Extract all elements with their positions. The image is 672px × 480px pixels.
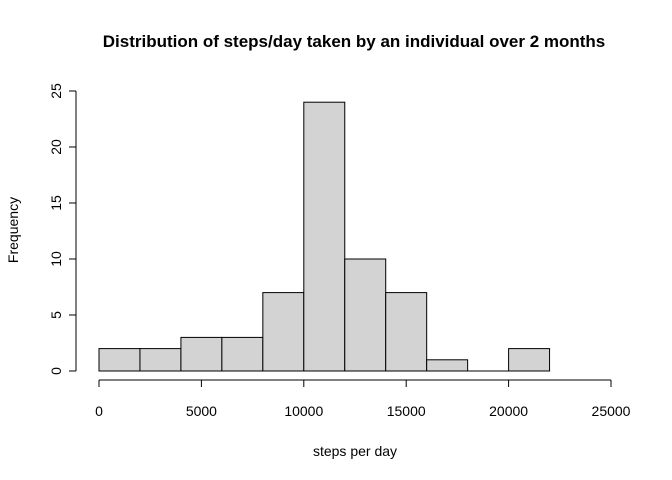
histogram-bar [426, 359, 469, 372]
histogram-bar [98, 348, 141, 372]
histogram-bar [262, 292, 305, 372]
x-tick-label: 15000 [387, 403, 426, 419]
x-axis: 0 5000 10000 15000 20000 25000 [95, 379, 631, 419]
x-tick-label: 10000 [284, 403, 323, 419]
y-tick-label: 0 [48, 367, 64, 375]
y-axis: 0 5 10 15 20 25 [48, 83, 77, 375]
y-tick-label: 5 [48, 311, 64, 319]
y-tick-label: 15 [48, 195, 64, 211]
x-axis-label: steps per day [313, 443, 397, 459]
x-tick-label: 25000 [592, 403, 631, 419]
histogram-bar [385, 292, 428, 372]
y-axis-label: Frequency [5, 197, 21, 263]
histogram-bar [508, 348, 551, 372]
bars-group [98, 101, 551, 372]
histogram-bar [221, 336, 264, 372]
y-tick-label: 25 [48, 83, 64, 99]
histogram-bar [344, 258, 387, 372]
y-tick-label: 10 [48, 251, 64, 267]
histogram-bar [303, 101, 346, 372]
histogram-bar [180, 336, 223, 372]
chart-title: Distribution of steps/day taken by an in… [103, 32, 606, 51]
x-tick-label: 20000 [489, 403, 528, 419]
histogram-bar [139, 348, 182, 372]
x-tick-label: 5000 [186, 403, 217, 419]
x-tick-label: 0 [95, 403, 103, 419]
y-tick-label: 20 [48, 139, 64, 155]
